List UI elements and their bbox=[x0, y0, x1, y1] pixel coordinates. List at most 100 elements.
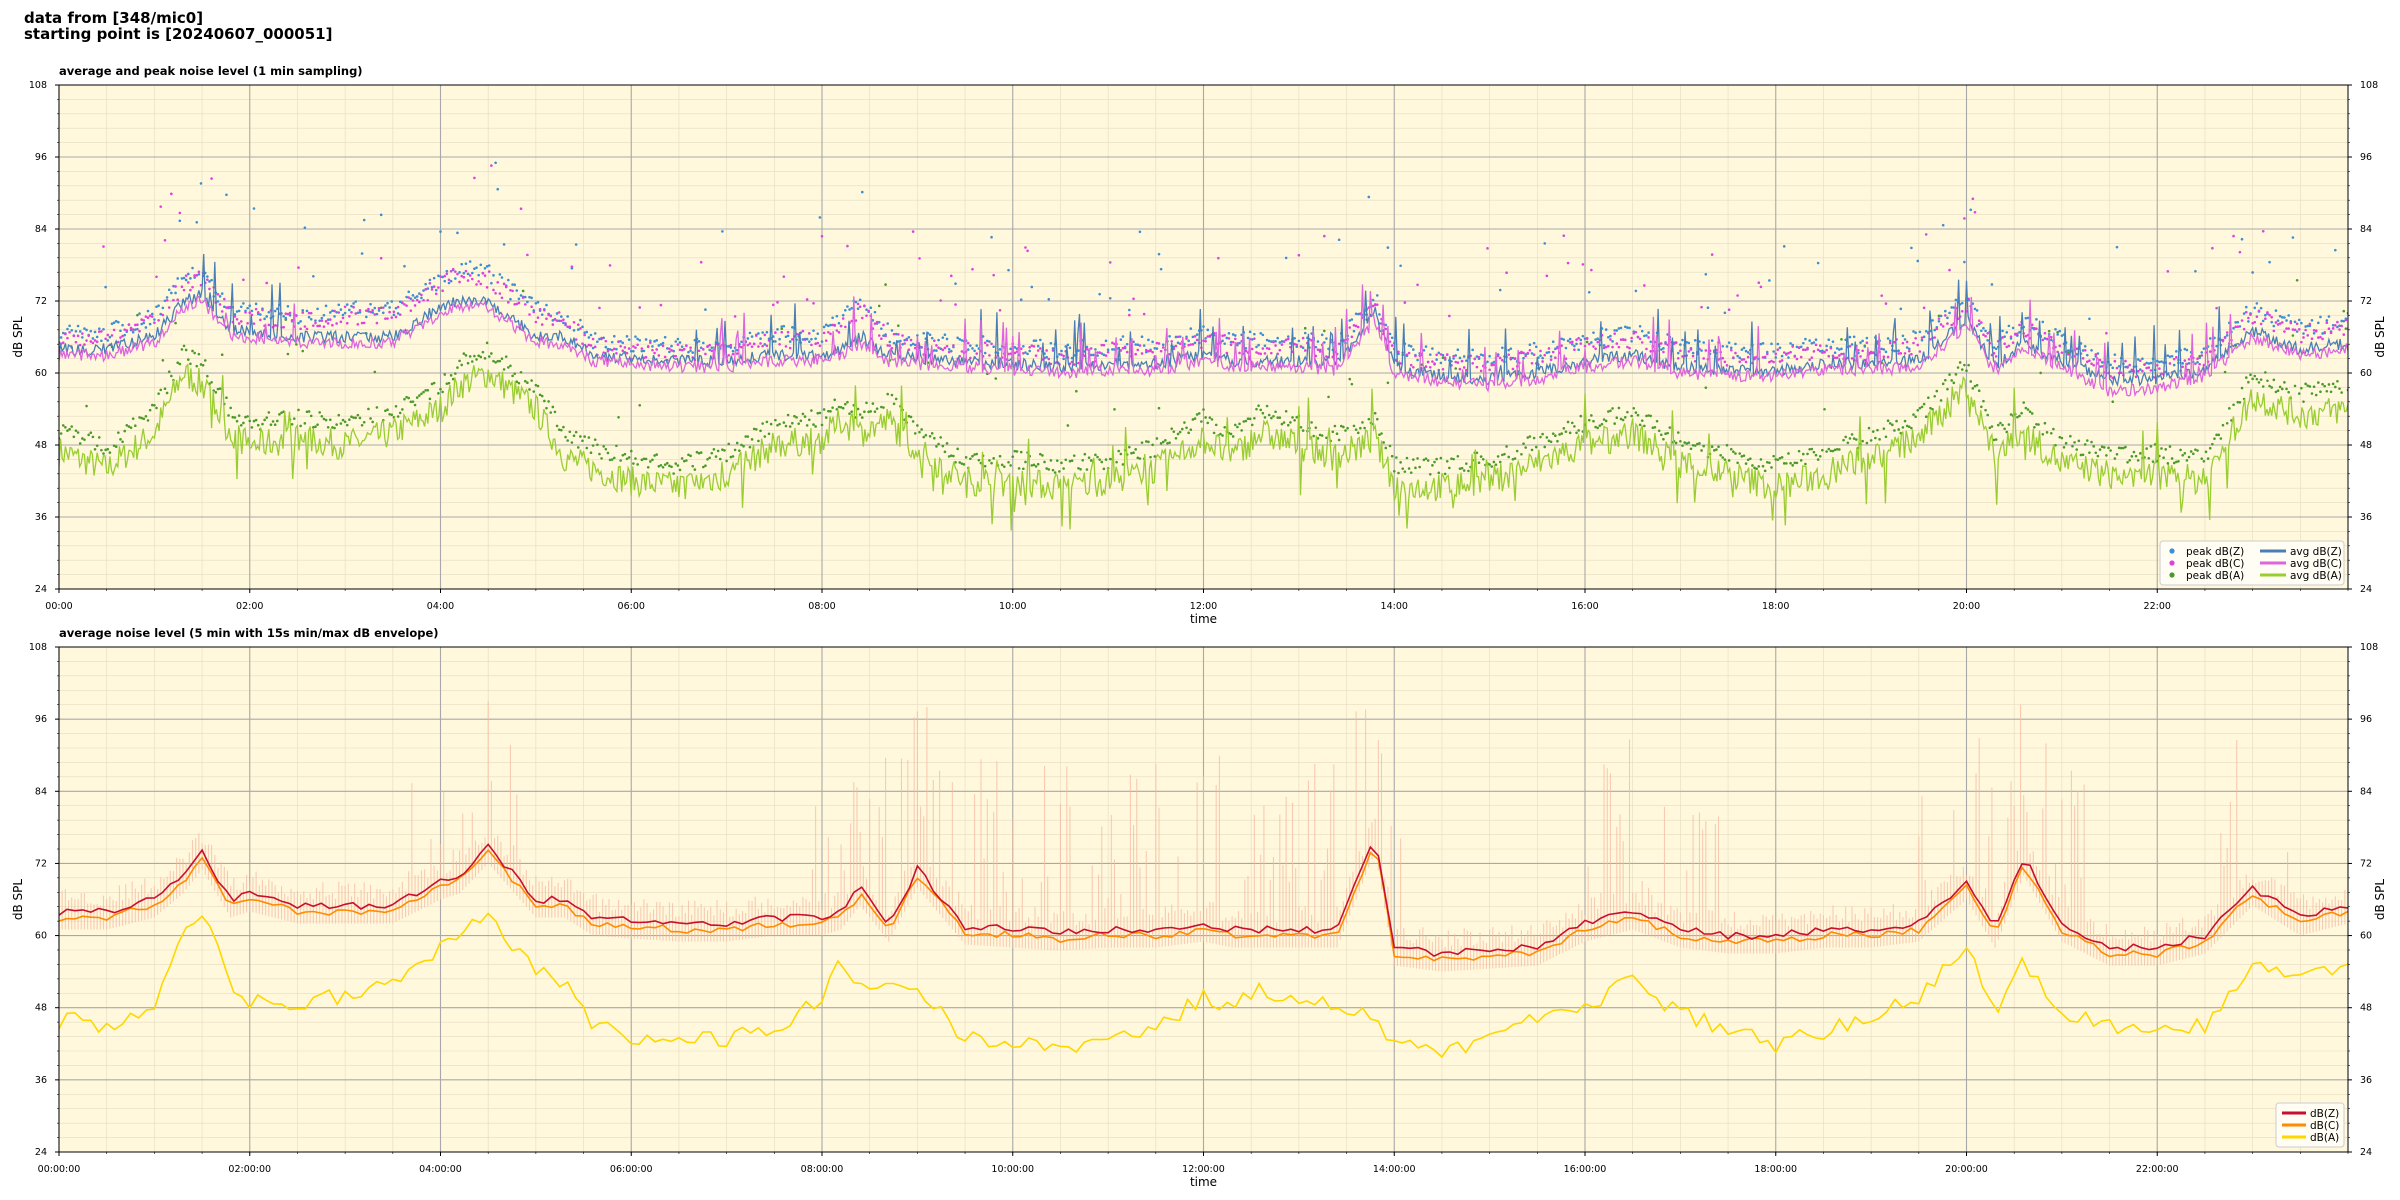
peak-point bbox=[1257, 404, 1260, 407]
peak-point bbox=[1337, 342, 1341, 346]
peak-point bbox=[841, 313, 845, 317]
peak-point bbox=[1634, 411, 1638, 414]
peak-point bbox=[553, 318, 557, 321]
peak-point bbox=[1244, 346, 1248, 350]
peak-point bbox=[2090, 440, 2093, 444]
peak-point bbox=[1496, 455, 1500, 458]
peak-point bbox=[1562, 338, 1566, 341]
y-tick-label-right: 48 bbox=[2360, 440, 2372, 451]
peak-point bbox=[93, 330, 97, 334]
peak-point bbox=[191, 266, 194, 270]
peak-point bbox=[591, 337, 595, 341]
peak-point bbox=[2096, 454, 2100, 458]
x-tick-label: 00:00 bbox=[45, 601, 72, 612]
peak-point bbox=[1295, 343, 1299, 347]
peak-point bbox=[195, 274, 199, 277]
peak-point bbox=[97, 327, 101, 330]
peak-point bbox=[1397, 352, 1400, 356]
peak-point bbox=[237, 414, 241, 417]
peak-point bbox=[1534, 445, 1538, 449]
peak-point bbox=[2244, 305, 2248, 309]
peak-point bbox=[411, 294, 415, 297]
peak-point bbox=[1912, 341, 1915, 345]
peak-point bbox=[907, 414, 911, 418]
peak-point bbox=[2024, 406, 2028, 410]
peak-point bbox=[1594, 347, 1597, 351]
peak-point bbox=[2060, 436, 2064, 440]
peak-point bbox=[195, 221, 199, 224]
peak-point bbox=[2115, 452, 2119, 456]
peak-point bbox=[490, 352, 493, 355]
peak-point bbox=[485, 286, 489, 289]
peak-point bbox=[379, 213, 383, 217]
peak-point bbox=[691, 464, 695, 468]
peak-point bbox=[432, 285, 436, 288]
peak-point bbox=[316, 307, 319, 311]
peak-point bbox=[1765, 350, 1769, 354]
peak-point bbox=[1193, 341, 1197, 345]
peak-point bbox=[687, 350, 690, 354]
peak-point bbox=[1085, 345, 1089, 349]
peak-point bbox=[564, 435, 567, 439]
peak-point bbox=[256, 423, 260, 427]
peak-point bbox=[754, 334, 758, 337]
peak-point bbox=[335, 311, 338, 314]
peak-point bbox=[2126, 460, 2129, 464]
peak-point bbox=[1922, 402, 1926, 406]
peak-point bbox=[1660, 433, 1663, 437]
peak-point bbox=[778, 337, 781, 341]
peak-point bbox=[460, 363, 463, 367]
peak-point bbox=[507, 366, 510, 369]
peak-point bbox=[176, 277, 179, 280]
peak-point bbox=[1910, 352, 1913, 356]
peak-point bbox=[1623, 325, 1627, 329]
peak-point bbox=[610, 340, 614, 344]
peak-point bbox=[1132, 297, 1135, 301]
peak-point bbox=[1789, 342, 1792, 345]
peak-point bbox=[566, 315, 569, 318]
peak-point bbox=[297, 321, 300, 325]
peak-point bbox=[2228, 407, 2231, 410]
peak-point bbox=[1691, 351, 1695, 355]
peak-point bbox=[1138, 230, 1142, 234]
peak-point bbox=[1575, 431, 1578, 435]
peak-point bbox=[767, 432, 771, 436]
peak-point bbox=[1032, 463, 1036, 467]
peak-point bbox=[409, 400, 413, 404]
peak-point bbox=[1096, 351, 1099, 354]
peak-point bbox=[668, 347, 671, 350]
peak-point bbox=[167, 306, 171, 309]
x-tick-label: 12:00:00 bbox=[1182, 1164, 1225, 1175]
peak-point bbox=[2147, 362, 2151, 365]
peak-point bbox=[170, 192, 173, 196]
peak-point bbox=[1729, 447, 1733, 451]
peak-point bbox=[2145, 366, 2148, 370]
peak-point bbox=[644, 457, 648, 461]
peak-point bbox=[131, 417, 135, 420]
peak-point bbox=[1990, 425, 1994, 428]
peak-point bbox=[538, 393, 542, 397]
peak-point bbox=[1717, 445, 1720, 449]
peak-point bbox=[528, 295, 531, 299]
peak-point bbox=[1068, 346, 1072, 350]
peak-point bbox=[657, 344, 661, 347]
peak-point bbox=[884, 334, 887, 338]
peak-point bbox=[2278, 385, 2282, 389]
peak-point bbox=[988, 459, 991, 462]
peak-point bbox=[1263, 416, 1267, 419]
peak-point bbox=[1863, 345, 1867, 348]
peak-point bbox=[1238, 351, 1241, 355]
peak-point bbox=[572, 329, 576, 332]
peak-point bbox=[774, 331, 777, 334]
peak-point bbox=[1662, 350, 1665, 354]
peak-point bbox=[699, 260, 703, 264]
peak-point bbox=[2261, 385, 2265, 388]
y-tick-label-right: 36 bbox=[2360, 1075, 2372, 1086]
peak-point bbox=[422, 390, 425, 394]
peak-point bbox=[538, 307, 542, 311]
peak-point bbox=[1108, 457, 1112, 461]
peak-point bbox=[1702, 357, 1705, 360]
peak-point bbox=[2138, 452, 2142, 455]
peak-point bbox=[916, 424, 919, 427]
peak-point bbox=[1630, 414, 1633, 418]
